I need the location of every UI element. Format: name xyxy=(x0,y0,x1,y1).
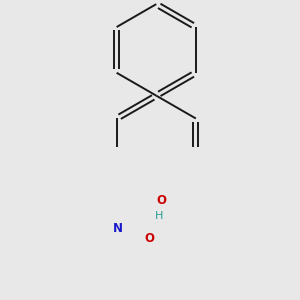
Text: O: O xyxy=(157,194,167,208)
Text: O: O xyxy=(144,232,154,245)
Text: N: N xyxy=(112,222,122,235)
Text: H: H xyxy=(155,211,163,221)
